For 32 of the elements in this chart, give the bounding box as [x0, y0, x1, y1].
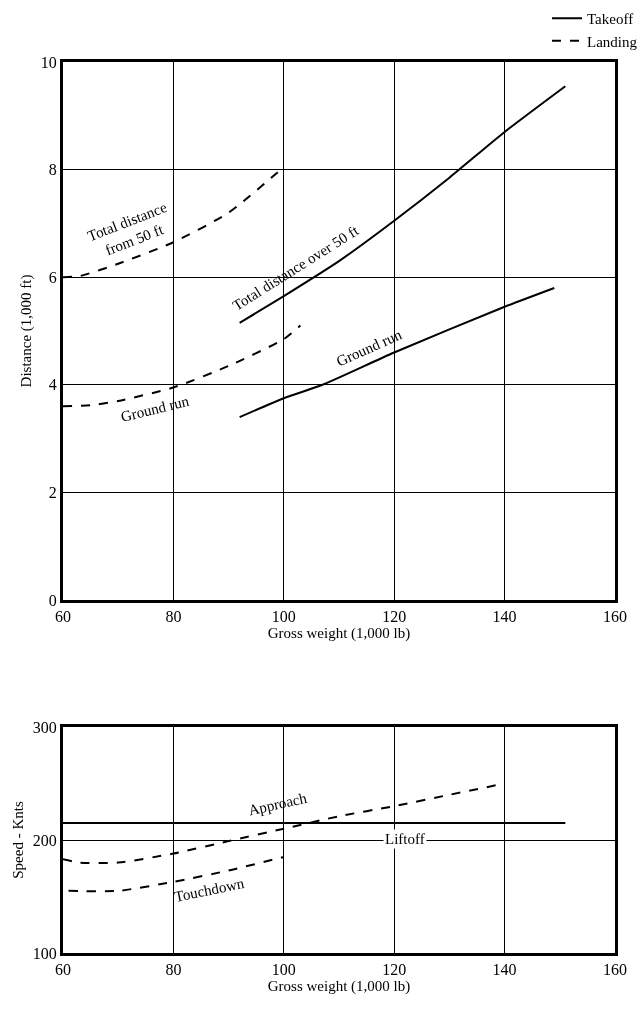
- y-tick-label: 0: [48, 591, 57, 609]
- y-axis-title: Distance (1,000 ft): [18, 274, 36, 388]
- y-tick-label: 8: [48, 161, 57, 179]
- y-tick-label: 300: [32, 718, 57, 736]
- x-tick-label: 140: [492, 608, 517, 626]
- x-tick-label: 100: [271, 961, 296, 979]
- annotation: Total distance from 50 ft: [85, 198, 170, 259]
- x-tick-label: 80: [165, 608, 182, 626]
- x-axis-title: Gross weight (1,000 lb): [267, 625, 411, 643]
- annotation: Touchdown: [173, 874, 247, 905]
- x-tick-label: 160: [603, 961, 627, 979]
- legend-label: Landing: [587, 33, 638, 50]
- y-tick-label: 4: [48, 376, 57, 394]
- x-tick-label: 120: [382, 608, 407, 626]
- x-tick-label: 120: [382, 961, 407, 979]
- y-tick-label: 2: [48, 484, 57, 501]
- annotation: Approach: [246, 789, 309, 819]
- x-tick-label: 60: [55, 961, 71, 979]
- annotation: Liftoff: [385, 831, 425, 847]
- y-tick-label: 100: [32, 944, 57, 962]
- y-tick-label: 200: [32, 831, 57, 849]
- x-axis-title: Gross weight (1,000 lb): [267, 978, 411, 996]
- legend-label: Takeoff: [587, 11, 634, 28]
- y-tick-label: 10: [40, 53, 57, 71]
- y-axis-title: Speed - Knts: [10, 801, 27, 879]
- x-tick-label: 80: [165, 961, 182, 979]
- x-tick-label: 160: [603, 608, 627, 626]
- x-tick-label: 140: [492, 961, 517, 979]
- y-tick-label: 6: [48, 268, 57, 286]
- x-tick-label: 100: [271, 608, 296, 626]
- x-tick-label: 60: [55, 608, 71, 626]
- annotation: Ground run: [119, 392, 192, 425]
